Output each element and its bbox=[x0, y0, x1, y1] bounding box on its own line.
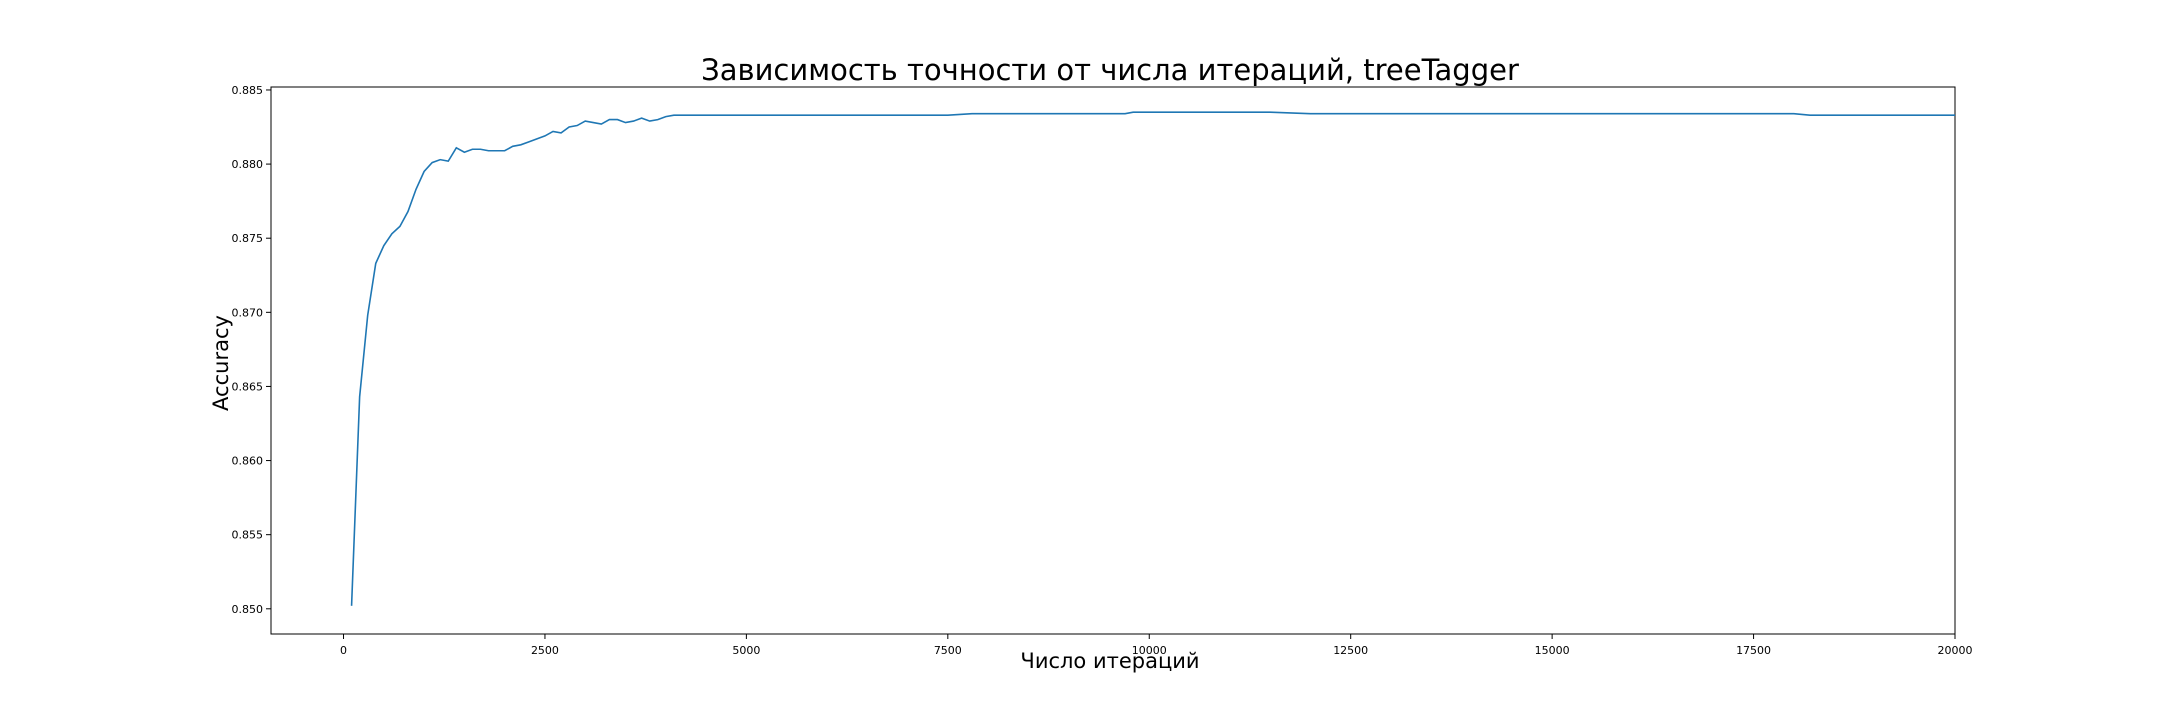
x-tick-label: 15000 bbox=[1535, 644, 1570, 657]
chart-title: Зависимость точности от числа итераций, … bbox=[701, 53, 1519, 87]
x-axis: 0 2500 5000 7500 10000 12500 15000 17500 20000 bbox=[340, 634, 1973, 657]
y-tick-label: 0.875 bbox=[232, 232, 264, 245]
x-tick-label: 20000 bbox=[1938, 644, 1973, 657]
series-line bbox=[350, 111, 1955, 606]
x-tick-label: 7500 bbox=[934, 644, 962, 657]
y-tick-label: 0.880 bbox=[232, 158, 264, 171]
x-tick-label: 10000 bbox=[1132, 644, 1167, 657]
x-tick-label: 17500 bbox=[1736, 644, 1771, 657]
plot-area bbox=[270, 86, 1956, 635]
x-axis-label: Число итераций bbox=[1020, 649, 1199, 673]
y-tick-label: 0.885 bbox=[232, 84, 264, 97]
x-tick-label: 12500 bbox=[1333, 644, 1368, 657]
y-axis: 0.850 0.855 0.860 0.865 0.870 0.875 0.880 0.885 bbox=[232, 84, 271, 616]
y-axis-label: Accuracy bbox=[209, 315, 233, 411]
y-tick-label: 0.860 bbox=[232, 455, 264, 468]
y-tick-label: 0.850 bbox=[232, 603, 264, 616]
y-tick-label: 0.865 bbox=[232, 380, 264, 393]
y-tick-label: 0.855 bbox=[232, 529, 264, 542]
y-tick-label: 0.870 bbox=[232, 306, 264, 319]
x-tick-label: 0 bbox=[340, 644, 347, 657]
plot-frame bbox=[270, 86, 1956, 635]
x-tick-label: 5000 bbox=[732, 644, 760, 657]
x-tick-label: 2500 bbox=[531, 644, 559, 657]
